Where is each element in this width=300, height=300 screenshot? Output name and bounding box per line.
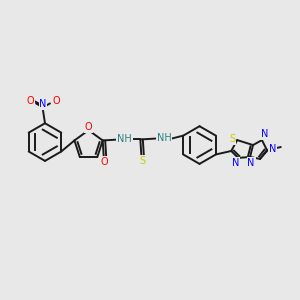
Text: NH: NH [117,134,132,145]
Text: N: N [232,158,239,168]
Text: N: N [269,144,277,154]
Text: NH: NH [157,134,172,143]
Text: O: O [101,157,109,167]
Text: N: N [261,129,268,139]
Text: O: O [85,122,92,132]
Text: S: S [229,134,235,144]
Text: S: S [139,156,146,166]
Text: N: N [39,99,47,110]
Text: O: O [52,97,60,106]
Text: O: O [26,97,34,106]
Text: N: N [248,158,255,168]
